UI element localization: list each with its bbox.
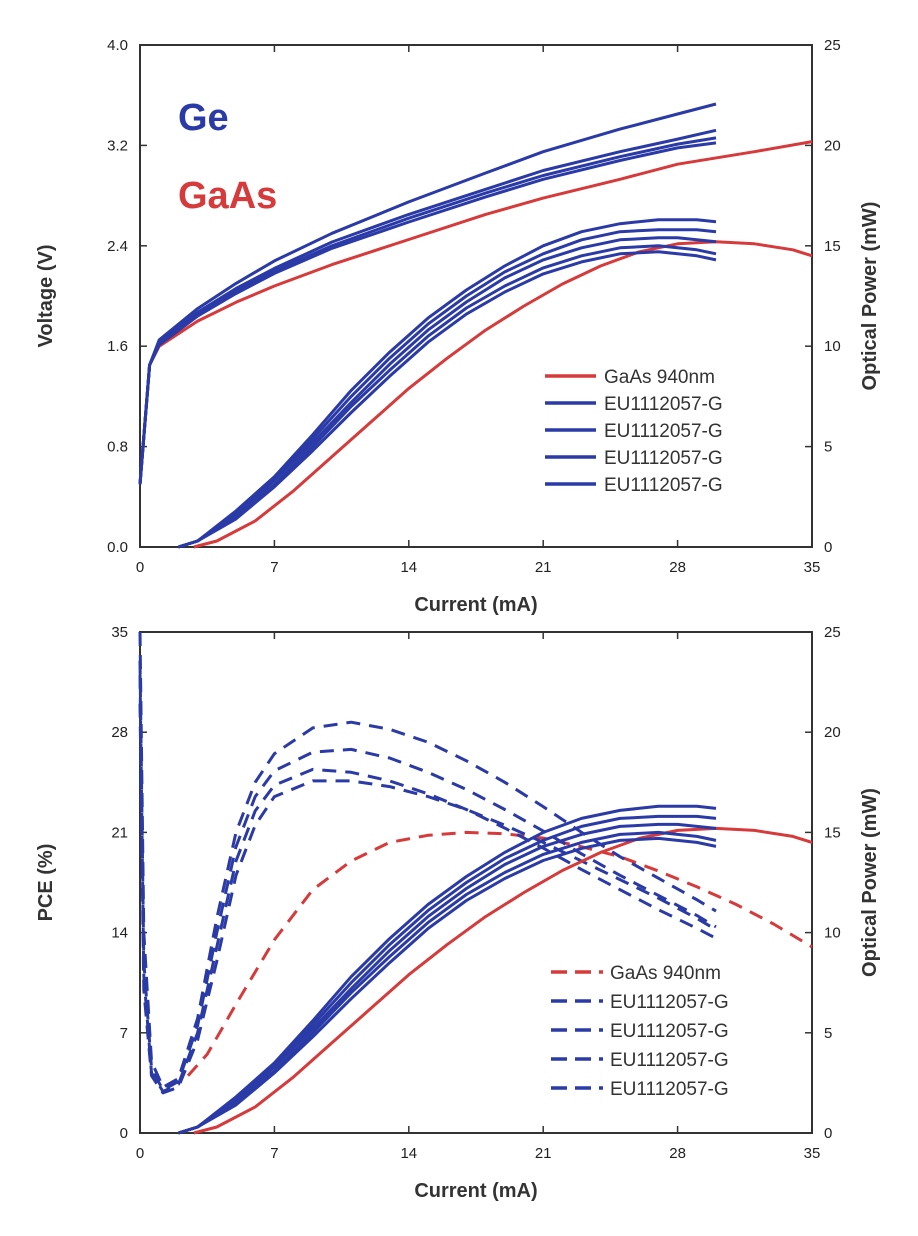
legend-label-2: EU1112057-G (610, 1021, 729, 1042)
series-line-5 (193, 240, 813, 549)
series-line-1 (138, 102, 717, 485)
y-tick-label: 35 (111, 624, 128, 641)
y2-tick-label: 20 (824, 137, 841, 154)
y-tick-label: 0.8 (107, 439, 128, 456)
x-tick-label: 0 (136, 559, 144, 576)
y-tick-label: 1.6 (107, 338, 128, 355)
y2-tick-label: 0 (824, 539, 832, 556)
x-tick-label: 21 (535, 559, 552, 576)
legend-label-1: EU1112057-G (604, 394, 723, 415)
x-axis-title: Current (mA) (414, 594, 537, 616)
plot-frame (139, 44, 813, 548)
x-tick-label: 28 (669, 559, 686, 576)
y-tick-label: 28 (111, 724, 128, 741)
legend-label-0: GaAs 940nm (604, 367, 715, 388)
series-line-2 (138, 660, 717, 1092)
series-line-3 (138, 674, 717, 1093)
y2-tick-label: 10 (824, 338, 841, 355)
y-tick-label: 0.0 (107, 539, 128, 556)
y-axis-title: PCE (%) (35, 844, 57, 922)
y-tick-label: 2.4 (107, 238, 128, 255)
y2-tick-label: 20 (824, 724, 841, 741)
series-line-0 (138, 140, 813, 485)
y2-tick-label: 15 (824, 824, 841, 841)
series-line-9 (177, 830, 717, 1135)
y-tick-label: 0 (120, 1125, 128, 1142)
y2-axis-title: Optical Power (mW) (859, 788, 881, 977)
annotation-label-1: GaAs (178, 175, 277, 217)
series-line-10 (177, 836, 717, 1135)
y2-tick-label: 25 (824, 624, 841, 641)
y2-tick-label: 25 (824, 37, 841, 54)
series-line-4 (138, 703, 717, 1095)
plot-frame (139, 631, 813, 1134)
x-tick-label: 0 (136, 1145, 144, 1162)
legend-label-4: EU1112057-G (604, 475, 723, 496)
series-line-9 (177, 244, 717, 549)
series-line-5 (193, 826, 813, 1135)
y-tick-label: 3.2 (107, 137, 128, 154)
y-tick-label: 7 (120, 1025, 128, 1042)
y2-tick-label: 10 (824, 925, 841, 942)
y-tick-label: 21 (111, 824, 128, 841)
y2-tick-label: 15 (824, 238, 841, 255)
y2-tick-label: 5 (824, 1025, 832, 1042)
x-tick-label: 14 (400, 559, 417, 576)
annotation-label-0: Ge (178, 97, 229, 139)
x-tick-label: 7 (270, 1145, 278, 1162)
y-axis-title: Voltage (V) (35, 245, 57, 348)
legend-label-3: EU1112057-G (604, 448, 723, 469)
x-tick-label: 35 (804, 559, 821, 576)
x-tick-label: 28 (669, 1145, 686, 1162)
series-line-0 (186, 830, 813, 1077)
y-tick-label: 4.0 (107, 37, 128, 54)
legend-label-2: EU1112057-G (604, 421, 723, 442)
legend-label-4: EU1112057-G (610, 1079, 729, 1100)
y2-tick-label: 0 (824, 1125, 832, 1142)
series-line-10 (177, 250, 717, 549)
y2-tick-label: 5 (824, 439, 832, 456)
legend: GaAs 940nm EU1112057-G EU1112057-G EU111205… (545, 367, 723, 496)
x-tick-label: 35 (804, 1145, 821, 1162)
x-axis-title: Current (mA) (414, 1180, 537, 1202)
series-line-8 (177, 236, 717, 549)
y-tick-label: 14 (111, 925, 128, 942)
legend-label-0: GaAs 940nm (610, 963, 721, 984)
top-panel-voltage-power: 0 7 14 21 28 35 0.0 0.8 1.6 2.4 3.2 4.0 0 5 10 15 20 25 Cu… (35, 37, 881, 616)
series-line-8 (177, 822, 717, 1135)
legend: GaAs 940nm EU1112057-G EU1112057-G EU111205… (551, 963, 729, 1100)
x-tick-label: 14 (400, 1145, 417, 1162)
y2-axis-title: Optical Power (mW) (859, 202, 881, 391)
legend-label-1: EU1112057-G (610, 992, 729, 1013)
legend-label-3: EU1112057-G (610, 1050, 729, 1071)
x-tick-label: 21 (535, 1145, 552, 1162)
x-tick-label: 7 (270, 559, 278, 576)
series-line-4 (138, 141, 717, 485)
